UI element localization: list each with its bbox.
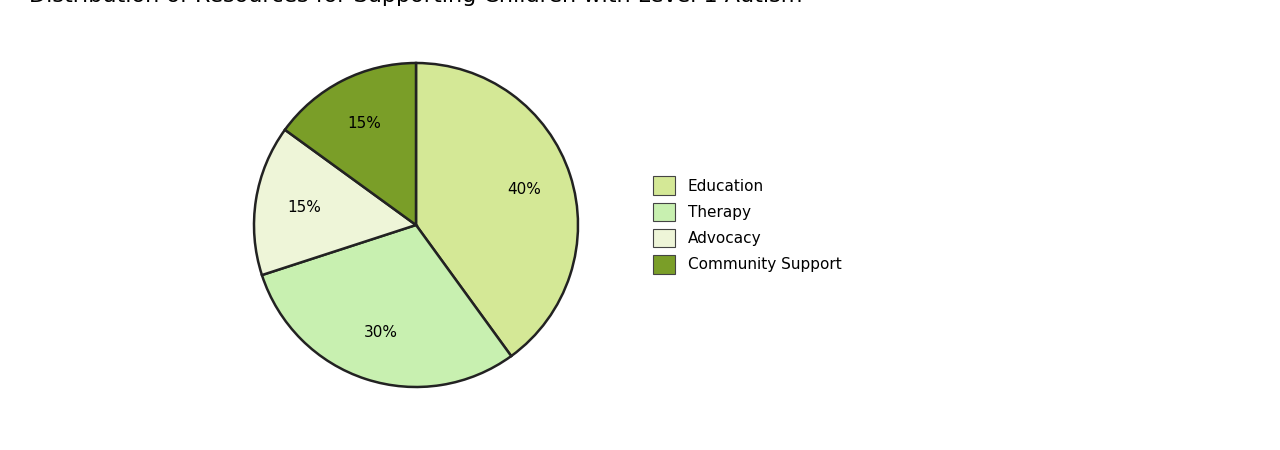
Text: 30%: 30%	[364, 325, 398, 340]
Title: Distribution of Resources for Supporting Children with Level 1 Autism: Distribution of Resources for Supporting…	[29, 0, 803, 6]
Text: 15%: 15%	[348, 117, 381, 131]
Legend: Education, Therapy, Advocacy, Community Support: Education, Therapy, Advocacy, Community …	[646, 170, 847, 280]
Wedge shape	[253, 130, 416, 275]
Text: 40%: 40%	[507, 182, 540, 198]
Wedge shape	[416, 63, 579, 356]
Wedge shape	[285, 63, 416, 225]
Text: 15%: 15%	[287, 200, 321, 215]
Wedge shape	[262, 225, 511, 387]
